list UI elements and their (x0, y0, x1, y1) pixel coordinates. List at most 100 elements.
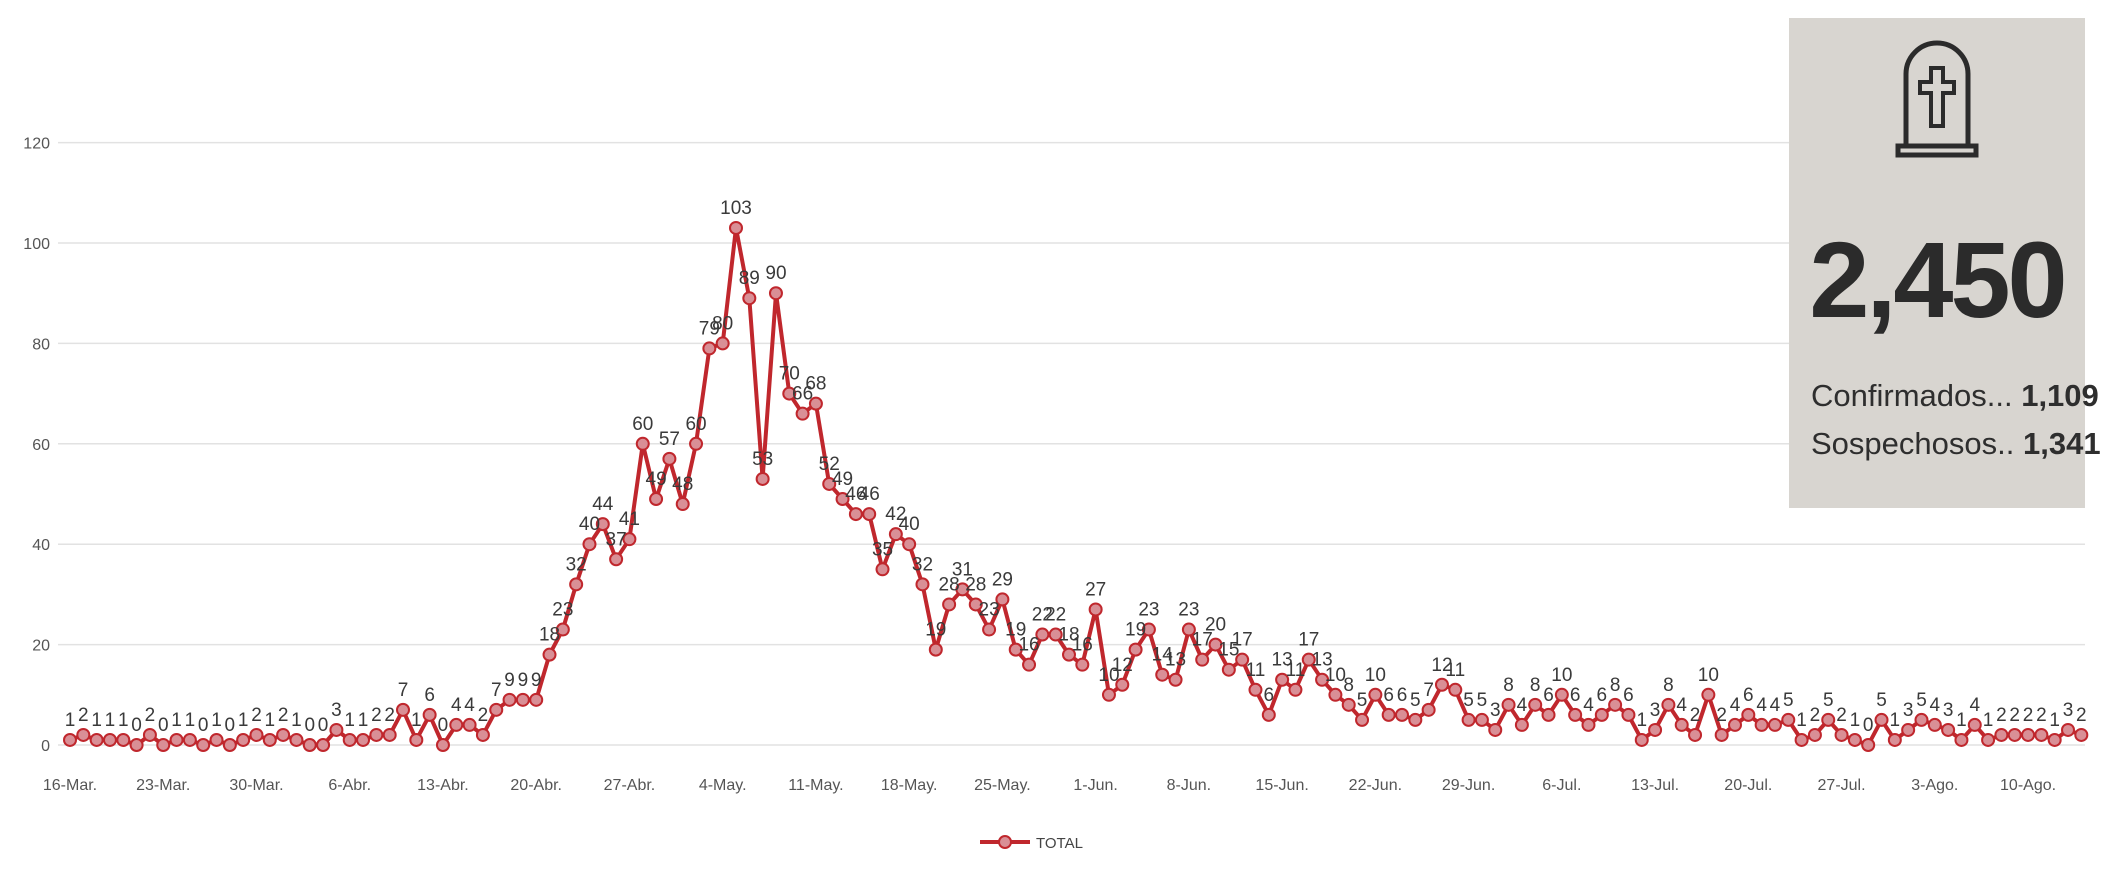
data-label: 2 (371, 705, 382, 726)
data-point (1221, 662, 1236, 677)
data-point (1954, 732, 1969, 747)
x-tick-label: 13-Jul. (1631, 777, 1679, 794)
x-tick-label: 16-Mar. (43, 777, 97, 794)
data-point (169, 732, 184, 747)
data-point (1088, 602, 1103, 617)
data-label: 6 (1570, 685, 1581, 706)
data-point (1381, 707, 1396, 722)
data-point (835, 492, 850, 507)
data-label: 31 (952, 559, 973, 580)
x-tick-label: 20-Jul. (1724, 777, 1772, 794)
data-label: 17 (1192, 630, 1213, 651)
data-point (1155, 667, 1170, 682)
data-point (1634, 732, 1649, 747)
data-point (1514, 717, 1529, 732)
data-point (515, 692, 530, 707)
data-point (1328, 687, 1343, 702)
data-label: 9 (531, 670, 542, 691)
x-tick-label: 10-Ago. (2000, 777, 2056, 794)
data-point (1461, 712, 1476, 727)
data-label: 7 (398, 680, 409, 701)
data-point (702, 341, 717, 356)
data-point (1421, 702, 1436, 717)
data-point (795, 406, 810, 421)
data-label: 1 (1850, 710, 1861, 731)
data-point (1195, 652, 1210, 667)
data-label: 3 (1943, 700, 1954, 721)
data-point (1861, 738, 1876, 752)
data-label: 10 (1098, 665, 1119, 686)
data-label: 22 (1045, 605, 1066, 626)
data-point (196, 738, 211, 752)
data-label: 3 (1903, 700, 1914, 721)
data-point (182, 732, 197, 747)
data-point (955, 582, 970, 597)
suspected-row: Sospechosos.. 1,341 (1811, 426, 2101, 462)
data-label: 68 (805, 374, 826, 395)
data-label: 1 (358, 710, 369, 731)
data-label: 2 (1716, 705, 1727, 726)
y-tick-label: 40 (32, 537, 50, 554)
data-label: 70 (779, 364, 800, 385)
data-point (1128, 642, 1143, 657)
data-point (1914, 712, 1929, 727)
data-point (689, 436, 704, 451)
data-label: 2 (251, 705, 262, 726)
data-point (1967, 717, 1982, 732)
data-label: 8 (1343, 675, 1354, 696)
data-point (595, 517, 610, 532)
data-label: 40 (899, 514, 920, 535)
data-label: 4 (1756, 695, 1767, 716)
data-point (1728, 717, 1742, 732)
data-point (1528, 697, 1543, 712)
data-label: 2 (1996, 705, 2007, 726)
data-point (1395, 707, 1409, 722)
data-point (1874, 712, 1889, 727)
data-label: 1 (1890, 710, 1901, 731)
data-label: 1 (211, 710, 222, 731)
data-point (609, 552, 624, 567)
data-label: 2 (2036, 705, 2047, 726)
data-point (1181, 622, 1196, 637)
data-label: 41 (619, 509, 640, 530)
data-label: 13 (1272, 650, 1293, 671)
data-label: 32 (566, 554, 587, 575)
data-point (782, 386, 797, 401)
data-label: 5 (1463, 690, 1474, 711)
data-label: 19 (925, 620, 946, 641)
x-tick-label: 15-Jun. (1255, 777, 1308, 794)
data-label: 11 (1286, 660, 1306, 681)
data-label: 1 (265, 710, 276, 731)
data-point (995, 592, 1010, 607)
data-label: 79 (699, 318, 720, 339)
data-point (982, 622, 997, 637)
data-label: 1 (118, 710, 129, 731)
data-label: 66 (792, 384, 813, 405)
data-label: 4 (1676, 695, 1687, 716)
data-point (1208, 637, 1223, 652)
suspected-label: Sospechosos.. (1811, 426, 2015, 461)
data-label: 52 (819, 454, 840, 475)
x-tick-label: 4-May. (699, 777, 747, 794)
data-point (329, 722, 344, 737)
series-total-line (69, 225, 2083, 747)
data-point (1887, 732, 1902, 747)
data-label: 1 (1983, 710, 1994, 731)
total-deaths: 2,450 (1809, 219, 2067, 340)
data-point (1754, 717, 1769, 732)
data-label: 1 (291, 710, 302, 731)
data-point (249, 727, 264, 742)
data-point (156, 738, 171, 752)
data-point (236, 732, 251, 747)
data-point (262, 732, 277, 747)
data-label: 17 (1232, 630, 1253, 651)
data-point (915, 577, 930, 592)
data-point (1807, 727, 1822, 742)
data-label: 1 (1956, 710, 1967, 731)
data-label: 29 (992, 569, 1013, 590)
x-tick-label: 23-Mar. (136, 777, 190, 794)
data-label: 4 (1969, 695, 1980, 716)
data-label: 10 (1365, 665, 1386, 686)
data-point (942, 597, 957, 612)
